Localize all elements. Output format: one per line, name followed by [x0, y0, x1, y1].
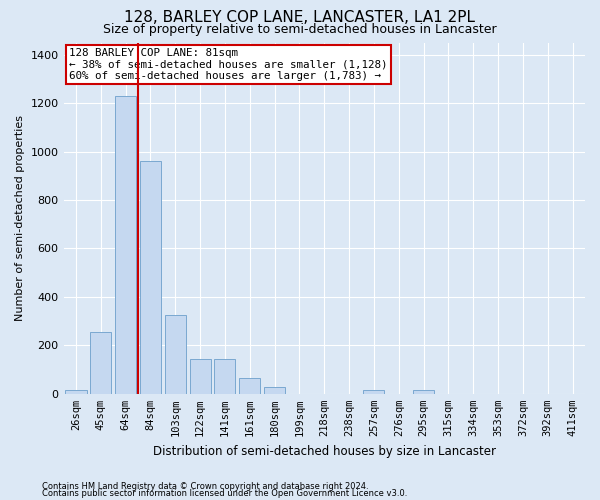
Bar	[364, 390, 385, 394]
Bar	[165, 315, 186, 394]
Text: 128 BARLEY COP LANE: 81sqm
← 38% of semi-detached houses are smaller (1,128)
60%: 128 BARLEY COP LANE: 81sqm ← 38% of semi…	[69, 48, 387, 81]
Bar	[115, 96, 136, 394]
Text: Contains HM Land Registry data © Crown copyright and database right 2024.: Contains HM Land Registry data © Crown c…	[42, 482, 368, 491]
Bar	[190, 358, 211, 394]
Bar	[413, 390, 434, 394]
Bar	[264, 387, 285, 394]
Bar	[214, 358, 235, 394]
X-axis label: Distribution of semi-detached houses by size in Lancaster: Distribution of semi-detached houses by …	[153, 444, 496, 458]
Text: Contains public sector information licensed under the Open Government Licence v3: Contains public sector information licen…	[42, 489, 407, 498]
Bar	[140, 161, 161, 394]
Text: 128, BARLEY COP LANE, LANCASTER, LA1 2PL: 128, BARLEY COP LANE, LANCASTER, LA1 2PL	[125, 10, 476, 25]
Text: Size of property relative to semi-detached houses in Lancaster: Size of property relative to semi-detach…	[103, 22, 497, 36]
Bar	[65, 390, 86, 394]
Bar	[90, 332, 112, 394]
Y-axis label: Number of semi-detached properties: Number of semi-detached properties	[15, 115, 25, 321]
Bar	[239, 378, 260, 394]
